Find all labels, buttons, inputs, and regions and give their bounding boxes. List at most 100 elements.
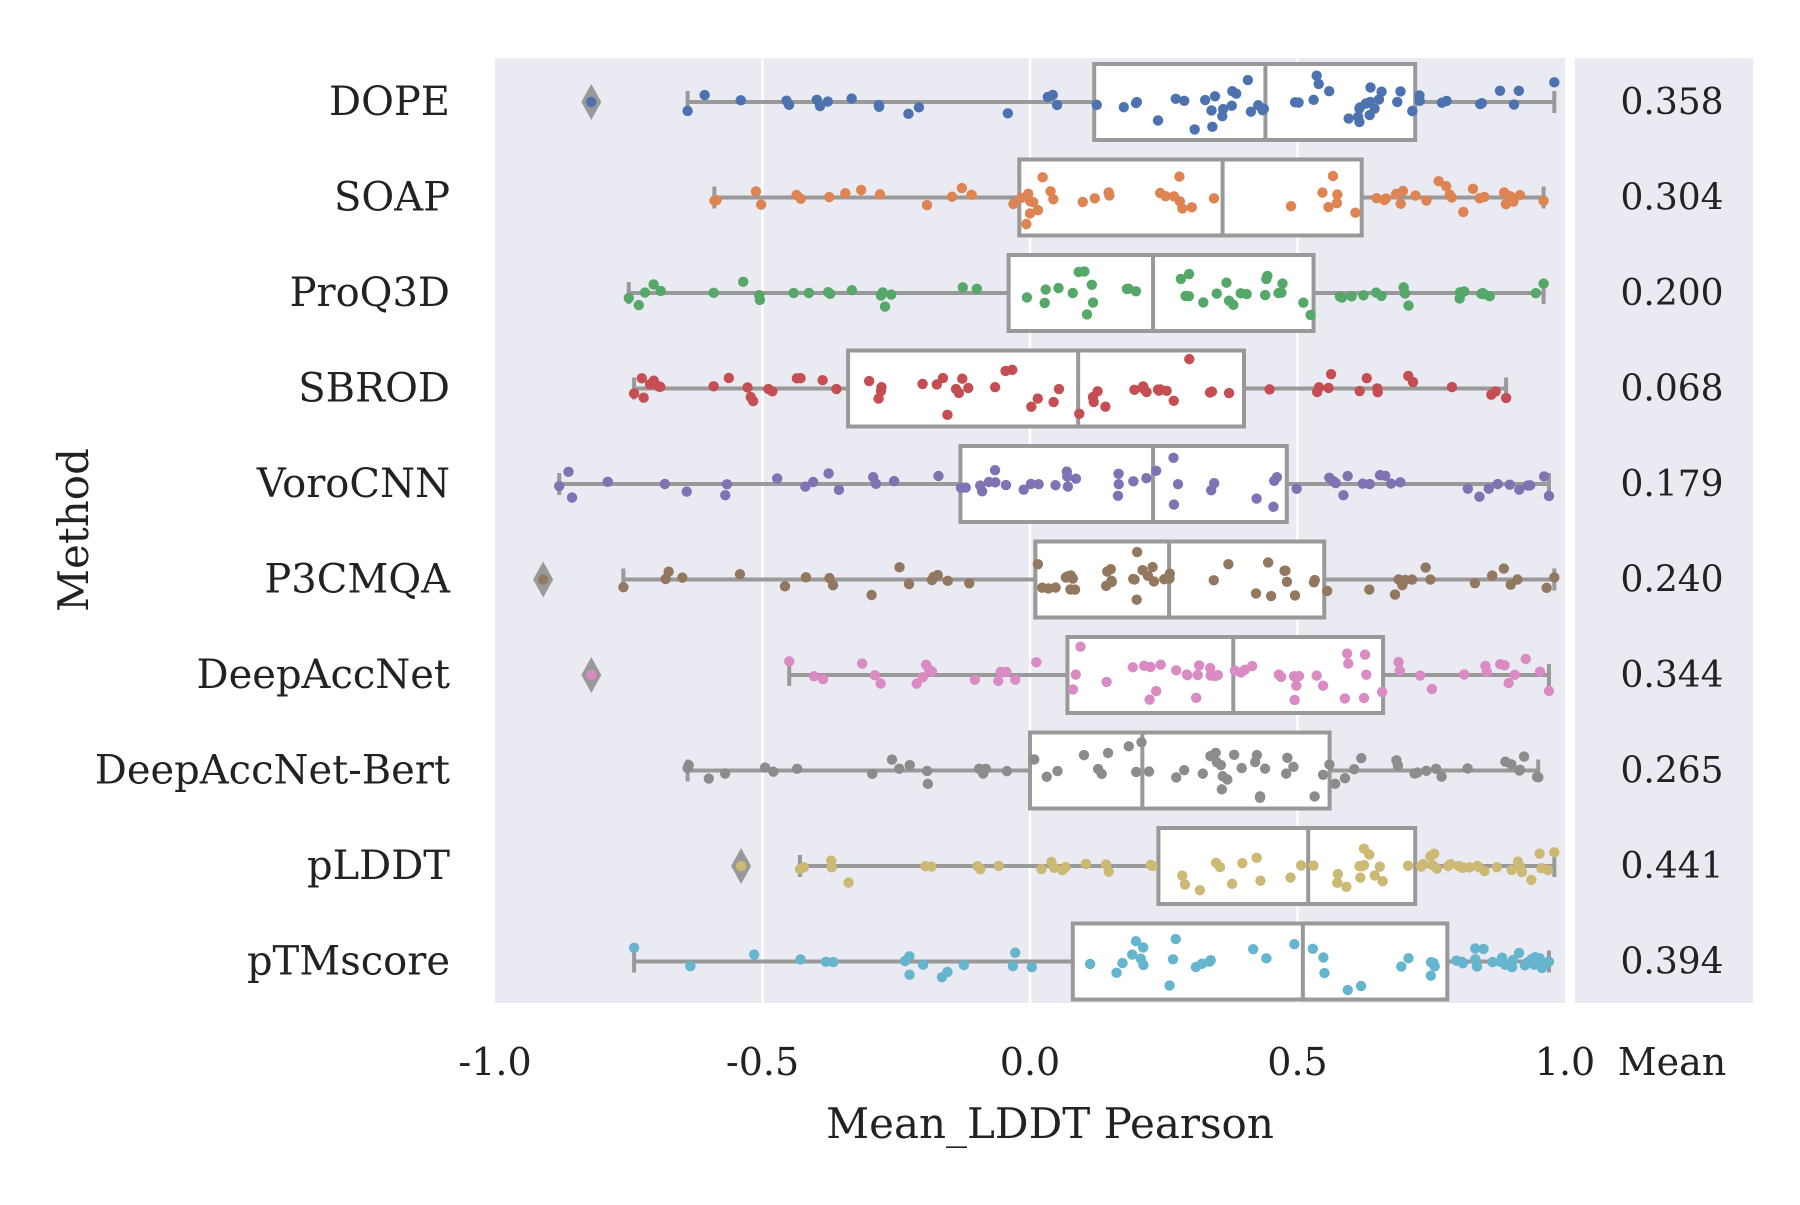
data-point: [993, 675, 1004, 687]
data-point: [648, 279, 659, 290]
data-point: [1474, 193, 1485, 204]
series-dope: [581, 62, 1560, 142]
data-point: [1067, 573, 1079, 584]
data-point: [964, 578, 975, 589]
data-point: [1354, 385, 1365, 397]
data-point: [817, 374, 828, 386]
data-point: [1075, 641, 1086, 652]
data-point: [779, 581, 791, 592]
data-point: [1479, 865, 1490, 877]
data-point: [1226, 878, 1238, 890]
data-point: [1373, 94, 1385, 105]
data-point: [1147, 860, 1158, 872]
series-ptmscore: [628, 921, 1555, 1002]
data-point: [1500, 392, 1512, 404]
data-point: [1007, 960, 1019, 972]
data-point: [803, 287, 815, 299]
data-point: [1285, 872, 1296, 883]
data-point: [1311, 670, 1322, 681]
data-point: [823, 468, 834, 479]
data-point: [1112, 490, 1124, 501]
data-point: [1425, 970, 1437, 981]
data-point: [1395, 477, 1406, 488]
data-point: [1131, 766, 1142, 778]
data-point: [1543, 685, 1555, 697]
data-point: [1324, 85, 1335, 97]
data-point: [1498, 563, 1510, 574]
data-point: [1143, 766, 1155, 777]
series-plddt: [731, 826, 1560, 906]
mean-value: 0.344: [1620, 655, 1723, 696]
data-point: [1358, 860, 1370, 871]
data-point: [869, 670, 881, 681]
data-point: [928, 571, 939, 583]
category-label: SOAP: [334, 175, 450, 221]
data-point: [989, 381, 1001, 393]
data-point: [767, 386, 778, 397]
data-point: [1332, 868, 1344, 880]
data-point: [1364, 584, 1375, 595]
data-point: [1228, 299, 1239, 311]
data-point: [995, 666, 1006, 678]
data-point: [1376, 686, 1388, 698]
data-point: [1342, 470, 1353, 482]
data-point: [1365, 96, 1376, 108]
x-tick-label: 1.0: [1535, 1040, 1595, 1084]
data-point: [1309, 791, 1320, 802]
data-point: [1329, 778, 1341, 790]
data-point: [840, 188, 851, 199]
data-point: [1010, 674, 1021, 685]
data-point: [875, 678, 886, 689]
data-point: [1339, 693, 1351, 704]
data-point: [1236, 762, 1247, 774]
data-point: [1393, 574, 1404, 585]
data-point: [1426, 683, 1438, 695]
data-point: [1549, 847, 1560, 858]
data-point: [1118, 101, 1129, 113]
data-point: [1043, 583, 1054, 594]
data-point: [1403, 953, 1414, 964]
data-point: [1050, 480, 1061, 491]
data-point: [655, 285, 666, 297]
data-point: [1327, 170, 1339, 182]
data-point: [1398, 282, 1409, 293]
data-point: [1204, 387, 1216, 398]
data-point: [1053, 282, 1064, 294]
data-point: [1137, 942, 1149, 953]
data-point: [1079, 266, 1090, 277]
iqr-box: [846, 348, 1246, 429]
data-point: [655, 381, 666, 393]
data-point: [602, 476, 614, 488]
data-point: [659, 478, 671, 490]
data-point: [1370, 287, 1382, 298]
data-point: [1289, 938, 1300, 950]
data-point: [1130, 936, 1142, 947]
data-point: [1039, 297, 1050, 309]
iqr-box: [1017, 157, 1364, 238]
data-point: [1123, 741, 1134, 752]
data-point: [1361, 373, 1372, 384]
data-point: [1433, 176, 1444, 187]
data-point: [1421, 765, 1432, 777]
data-point: [1164, 980, 1175, 991]
data-point: [808, 671, 820, 682]
data-point: [831, 383, 842, 395]
data-point: [903, 578, 915, 590]
data-point: [636, 373, 648, 384]
data-point: [1454, 287, 1466, 298]
data-point: [783, 99, 795, 111]
data-point: [922, 778, 934, 790]
data-point: [1100, 401, 1111, 412]
data-point: [1199, 94, 1211, 106]
data-point: [1216, 784, 1227, 795]
data-point: [873, 101, 885, 112]
data-point: [1486, 389, 1497, 400]
data-point: [1181, 669, 1193, 680]
data-point: [1530, 287, 1541, 299]
data-point: [1053, 383, 1065, 395]
category-label: pLDDT: [307, 843, 450, 889]
data-point: [1206, 105, 1217, 116]
data-point: [749, 949, 760, 960]
category-label: DOPE: [329, 79, 450, 125]
data-point: [1514, 484, 1525, 495]
